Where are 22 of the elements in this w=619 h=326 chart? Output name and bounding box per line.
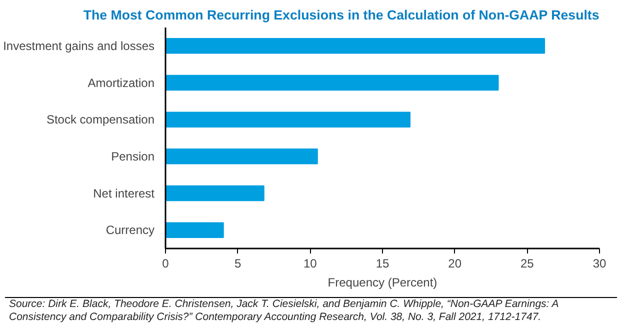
y-tick-label: Pension — [111, 149, 155, 164]
x-axis-title: Frequency (Percent) — [328, 276, 438, 290]
y-tick-label: Amortization — [88, 76, 155, 90]
source-note: Source: Dirk E. Black, Theodore E. Christensen, Jack T. Ciesielski, and Benjamin C. Whipple, “Non-GAAP Earnings: A Consistency and Comparability Crisis?” Contemporary Accounting Research, Vol. 38, No. 3, Fall 2021, 1712-1747. — [9, 298, 560, 324]
bar — [166, 74, 499, 91]
y-tick-label: Investment gains and losses — [3, 38, 155, 53]
x-tick-label: 10 — [303, 256, 318, 270]
x-tick-label: 20 — [448, 256, 462, 270]
bar — [166, 222, 224, 238]
chart-title: The Most Common Recurring Exclusions in the Calculation of Non-GAAP Results — [83, 8, 600, 22]
x-tick-label: 0 — [162, 256, 170, 270]
x-tick-label: 15 — [376, 256, 390, 270]
y-tick-label: Currency — [106, 223, 155, 238]
x-tick-label: 5 — [234, 256, 242, 270]
x-tick-label: 30 — [592, 256, 606, 270]
bar — [166, 148, 318, 164]
y-tick-label: Net interest — [93, 186, 156, 200]
y-tick-label: Stock compensation — [46, 112, 155, 127]
x-tick-label: 25 — [520, 256, 534, 270]
bar — [166, 38, 546, 54]
bar — [166, 112, 410, 128]
bar — [166, 185, 264, 202]
